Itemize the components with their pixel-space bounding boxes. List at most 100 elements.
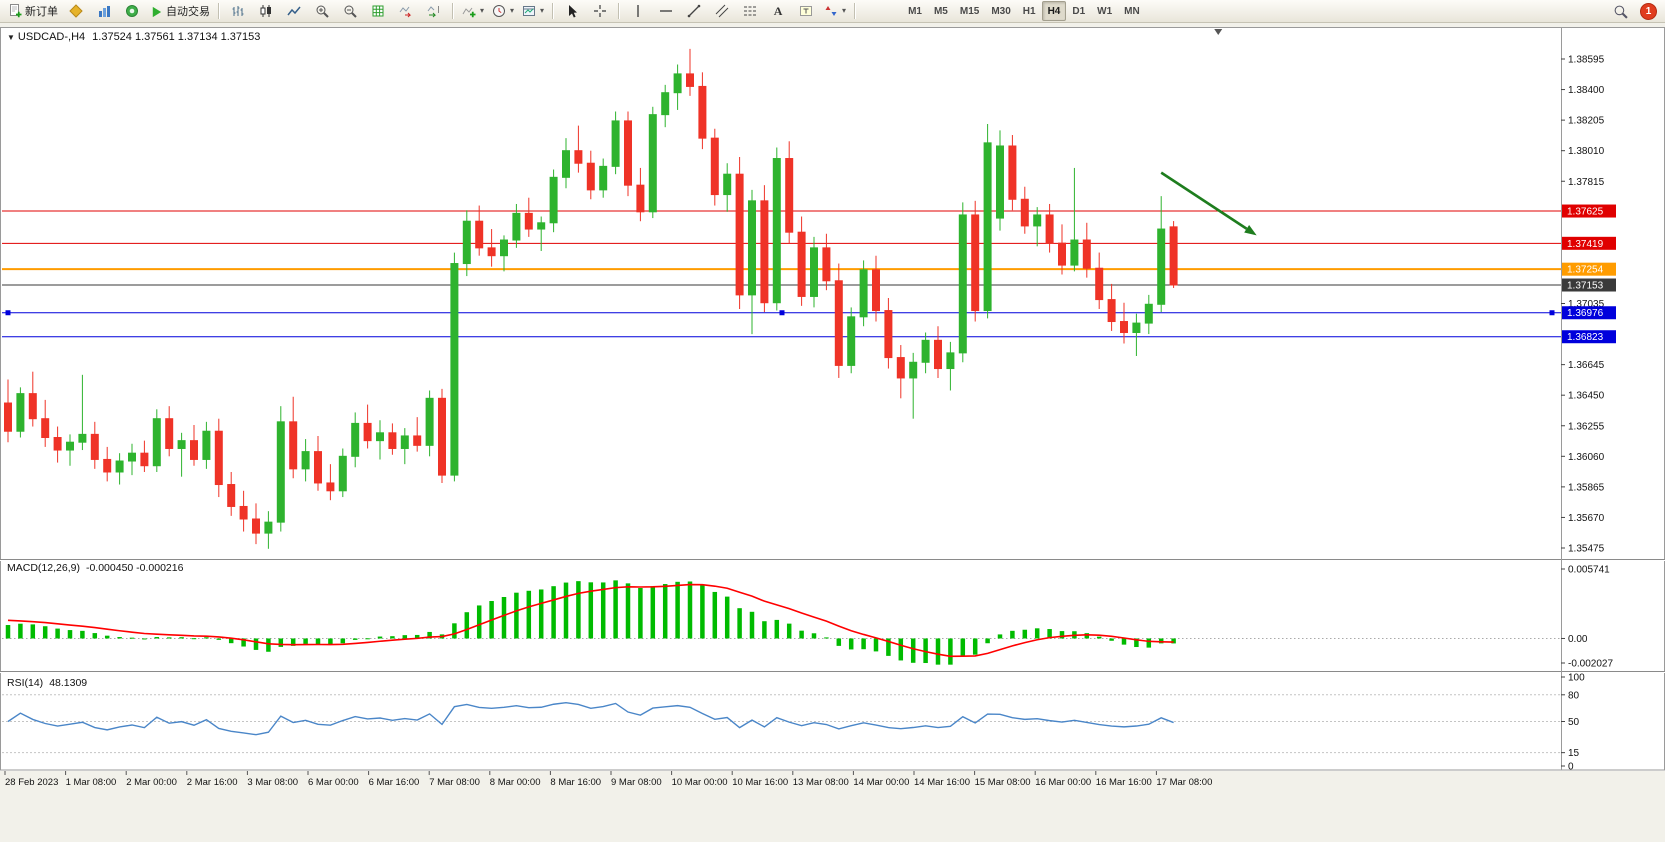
clock-icon (492, 4, 506, 18)
timeframe-button-M15[interactable]: M15 (959, 5, 980, 17)
market-watch-button[interactable] (62, 0, 90, 22)
timeframe-button-MN[interactable]: MN (1124, 5, 1140, 17)
line-chart-mode-button[interactable] (280, 0, 308, 22)
text-tool-button[interactable]: A (764, 0, 792, 22)
horizontal-line-icon (659, 4, 673, 18)
data-window-button[interactable] (90, 0, 118, 22)
time-axis-label: 9 Mar 08:00 (611, 777, 662, 788)
timeframe-button-H4[interactable]: H4 (1041, 1, 1067, 21)
auto-scroll-button[interactable] (392, 0, 420, 22)
chart-window[interactable]: 1.38595 1.38400 1.38205 1.38010 1.37815 1.370… (0, 23, 1665, 792)
line-handle[interactable] (1549, 310, 1555, 316)
line-handle[interactable] (779, 310, 785, 316)
chart-shift-icon (427, 4, 441, 18)
timeframe-button-D1[interactable]: D1 (1072, 5, 1086, 17)
grid-button[interactable] (364, 0, 392, 22)
rsi-tick-label: 0 (1568, 762, 1574, 773)
toolbar-separator (618, 3, 621, 19)
timeframe-button-M30[interactable]: M30 (991, 5, 1011, 17)
candlestick-mode-button[interactable] (252, 0, 280, 22)
main-toolbar: 新订单 自动交易 ▾ ▾ ▾ A ▾ M1 M5 M15 M30 H1 H4 D1 W1 MN … (0, 0, 1665, 23)
zoom-in-button[interactable] (308, 0, 336, 22)
time-axis-label: 6 Mar 00:00 (308, 777, 359, 788)
price-tick-label: 1.38595 (1568, 55, 1605, 66)
chart-shift-marker-icon[interactable] (1214, 29, 1223, 35)
fibonacci-icon (743, 4, 757, 18)
search-button[interactable] (1606, 0, 1634, 22)
timeframe-button-W1[interactable]: W1 (1097, 5, 1113, 17)
price-badge-label: 1.37625 (1567, 207, 1604, 218)
price-badge-label: 1.36823 (1567, 332, 1604, 343)
time-axis-label: 13 Mar 08:00 (793, 777, 849, 788)
price-tick-label: 1.35475 (1568, 544, 1605, 555)
notification-badge[interactable]: 1 (1640, 2, 1657, 20)
chevron-down-icon: ▾ (540, 6, 545, 15)
timeframe-button-M5[interactable]: M5 (933, 5, 948, 17)
price-tick-label: 1.38400 (1568, 85, 1605, 96)
timeframe-button-H1[interactable]: H1 (1022, 5, 1036, 17)
navigator-icon (125, 4, 139, 18)
price-badge-label: 1.36976 (1567, 308, 1604, 319)
auto-trading-play-icon (150, 5, 163, 18)
trendline-tool-button[interactable] (680, 0, 708, 22)
grid-icon (371, 4, 385, 18)
time-axis-label: 1 Mar 08:00 (66, 777, 117, 788)
horizontal-line-tool-button[interactable] (652, 0, 680, 22)
macd-indicator-label: MACD(12,26,9) -0.000450 -0.000216 (7, 562, 183, 574)
toolbar-separator (552, 3, 555, 19)
auto-trading-button[interactable]: 自动交易 (146, 0, 214, 22)
chart-canvas[interactable]: 1.38595 1.38400 1.38205 1.38010 1.37815 1.370… (0, 23, 1665, 792)
price-tick-label: 1.36060 (1568, 452, 1605, 463)
vertical-line-tool-button[interactable] (624, 0, 652, 22)
rsi-tick-label: 50 (1568, 717, 1580, 728)
macd-values: -0.000450 -0.000216 (85, 562, 184, 574)
chevron-down-icon: ▾ (480, 6, 485, 15)
timeframe-button-M1[interactable]: M1 (908, 5, 922, 17)
rsi-value: 48.1309 (49, 677, 88, 689)
arrows-tool-button[interactable]: ▾ (820, 0, 850, 22)
cursor-button[interactable] (558, 0, 586, 22)
time-axis[interactable]: 28 Feb 2023 1 Mar 08:00 2 Mar 00:00 2 Mar 1… (4, 771, 1212, 788)
price-tick-label: 1.35670 (1568, 513, 1605, 524)
price-scale[interactable]: 1.38595 1.38400 1.38205 1.38010 1.37815 1.370… (1561, 55, 1616, 773)
price-tick-label: 1.38205 (1568, 116, 1605, 127)
arrows-icon (824, 4, 838, 18)
add-indicator-button[interactable]: ▾ (458, 0, 488, 22)
navigator-button[interactable] (118, 0, 146, 22)
quick-trade-toggle-icon[interactable]: ▼ (7, 33, 15, 42)
price-tick-label: 1.35865 (1568, 482, 1605, 493)
crosshair-icon (593, 4, 607, 18)
time-axis-label: 16 Mar 00:00 (1035, 777, 1091, 788)
search-icon (1613, 4, 1628, 19)
price-badge (1562, 236, 1616, 250)
rsi-tick-label: 100 (1568, 673, 1585, 684)
bar-chart-mode-button[interactable] (224, 0, 252, 22)
chart-shift-button[interactable] (420, 0, 448, 22)
price-tick-label: 1.37035 (1568, 299, 1605, 310)
line-handle[interactable] (5, 310, 11, 316)
ohlc-bars-icon (231, 4, 245, 18)
add-indicator-icon (462, 4, 476, 18)
cursor-icon (565, 4, 579, 18)
trend-arrow-annotation[interactable] (1160, 171, 1257, 236)
zoom-out-icon (343, 4, 357, 18)
text-label-tool-button[interactable] (792, 0, 820, 22)
toolbar-separator (854, 3, 857, 19)
rsi-title: RSI(14) (7, 677, 44, 689)
period-button[interactable]: ▾ (488, 0, 518, 22)
price-badge (1562, 278, 1616, 292)
time-axis-label: 3 Mar 08:00 (247, 777, 298, 788)
price-badge (1562, 306, 1616, 320)
price-tick-label: 1.36450 (1568, 391, 1605, 402)
template-button[interactable]: ▾ (518, 0, 548, 22)
new-order-button[interactable]: 新订单 (4, 0, 62, 22)
zoom-in-icon (315, 4, 329, 18)
channel-tool-button[interactable] (708, 0, 736, 22)
macd-title: MACD(12,26,9) (7, 562, 80, 574)
fibonacci-tool-button[interactable] (736, 0, 764, 22)
crosshair-button[interactable] (586, 0, 614, 22)
zoom-out-button[interactable] (336, 0, 364, 22)
vertical-line-icon (631, 4, 645, 18)
chevron-down-icon: ▾ (842, 6, 847, 15)
time-axis-strip[interactable] (0, 771, 1665, 792)
